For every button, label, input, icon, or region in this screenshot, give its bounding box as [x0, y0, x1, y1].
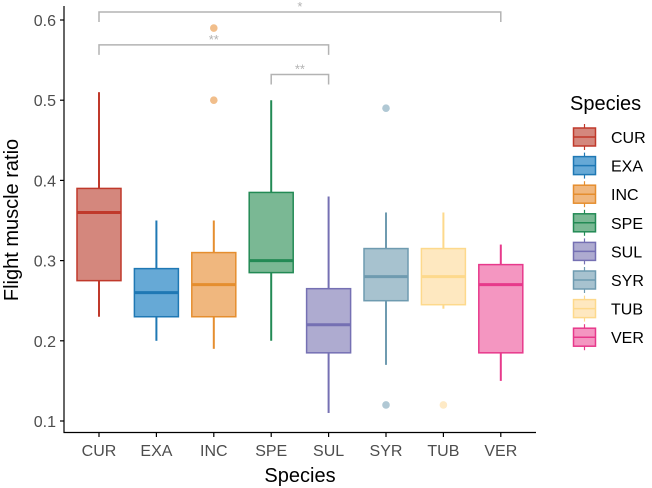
box-ver — [478, 244, 524, 381]
y-tick-label: 0.3 — [34, 254, 56, 271]
y-ticks: 0.1 0.2 0.3 0.4 0.5 0.6 — [34, 13, 64, 431]
bracket-line — [98, 11, 502, 22]
y-tick-label: 0.2 — [34, 334, 56, 351]
legend: Species CUR EXA INC SPE SUL SYR TUB VER — [570, 93, 646, 351]
box-cur — [76, 92, 122, 317]
boxes-layer — [76, 24, 524, 413]
iqr-box — [76, 187, 122, 282]
legend-item-inc: INC — [572, 181, 639, 208]
outlier-point — [210, 24, 218, 32]
bracket-line — [270, 73, 330, 85]
outlier-point — [382, 401, 390, 409]
outlier-point — [382, 104, 390, 113]
legend-label: TUB — [611, 302, 643, 319]
box-syr — [363, 104, 409, 409]
outlier-point — [439, 401, 448, 409]
bracket-spe-sul: ** — [270, 62, 330, 85]
legend-item-sul: SUL — [572, 238, 642, 265]
legend-label: CUR — [611, 130, 646, 147]
y-tick-label: 0.6 — [34, 13, 56, 30]
x-tick-label: EXA — [140, 443, 172, 460]
legend-item-syr: SYR — [572, 267, 644, 293]
y-tick-label: 0.4 — [34, 173, 56, 190]
legend-label: SUL — [611, 244, 642, 261]
legend-item-ver: VER — [572, 324, 644, 351]
legend-item-tub: TUB — [572, 295, 643, 322]
significance-label: ** — [209, 32, 219, 47]
axes — [63, 6, 536, 434]
bracket-cur-sul: ** — [98, 32, 330, 55]
y-tick-label: 0.5 — [34, 93, 56, 110]
legend-label: INC — [611, 187, 639, 204]
x-axis-title: Species — [264, 465, 335, 487]
x-tick-label: SUL — [313, 443, 344, 460]
legend-title: Species — [570, 93, 641, 115]
y-axis-title: Flight muscle ratio — [1, 139, 23, 301]
x-tick-label: TUB — [427, 443, 459, 460]
legend-label: SYR — [611, 273, 644, 290]
x-tick-label: SYR — [370, 443, 403, 460]
iqr-box — [478, 263, 524, 354]
bracket-cur-ver: * — [98, 0, 502, 22]
box-exa — [133, 220, 180, 341]
significance-label: ** — [295, 62, 305, 77]
y-tick-label: 0.1 — [34, 414, 56, 431]
significance-label: * — [297, 0, 302, 14]
box-inc — [191, 24, 237, 349]
legend-item-spe: SPE — [572, 209, 643, 236]
outlier-point — [210, 96, 218, 104]
x-tick-label: CUR — [82, 443, 117, 460]
x-tick-label: INC — [200, 443, 228, 460]
significance-brackets: ***** — [98, 0, 502, 85]
legend-label: SPE — [611, 216, 643, 233]
x-tick-label: SPE — [255, 443, 287, 460]
legend-label: EXA — [611, 159, 643, 176]
box-spe — [248, 100, 294, 341]
legend-item-exa: EXA — [572, 152, 643, 179]
box-sul — [305, 196, 352, 413]
legend-label: VER — [611, 330, 644, 347]
iqr-box — [305, 287, 352, 354]
iqr-box — [363, 247, 409, 302]
legend-item-cur: CUR — [572, 124, 646, 150]
x-tick-label: VER — [484, 443, 517, 460]
bracket-line — [98, 44, 330, 55]
x-ticks: CUR EXA INC SPE SUL SYR TUB VER — [82, 433, 517, 460]
box-tub — [420, 212, 467, 409]
